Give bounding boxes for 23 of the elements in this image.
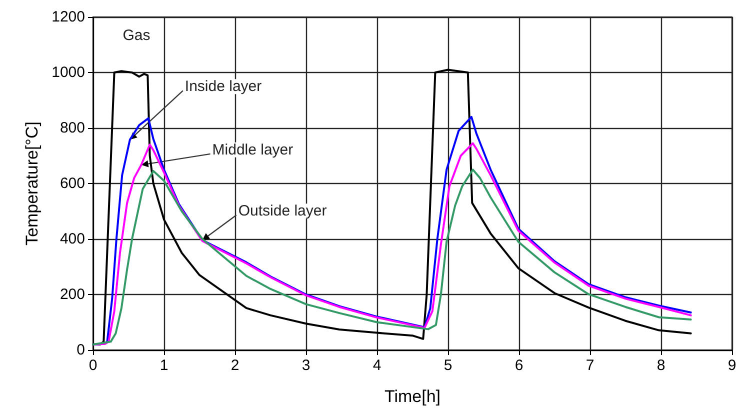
- x-tick-label: 0: [88, 357, 98, 374]
- x-tick-label: 5: [444, 357, 452, 374]
- y-axis-title: Temperature[°C]: [22, 122, 42, 246]
- x-tick-label: 2: [230, 357, 240, 374]
- x-tick-label: 6: [514, 357, 524, 374]
- y-tick-label: 200: [60, 286, 85, 303]
- annotation: Inside layer: [184, 78, 262, 96]
- y-tick-label: 600: [60, 175, 85, 192]
- x-tick-label: 1: [160, 357, 168, 374]
- y-tick-label: 1200: [52, 8, 85, 26]
- annotation: Middle layer: [212, 141, 294, 158]
- y-tick-label: 0: [76, 342, 85, 358]
- x-tick-label: 7: [586, 357, 594, 374]
- x-axis-title: Time[h]: [384, 387, 441, 406]
- x-tick-label: 4: [372, 357, 382, 374]
- y-tick-label: 800: [60, 120, 85, 136]
- y-tick-label: 400: [60, 230, 85, 248]
- x-tick-label: 9: [728, 357, 736, 374]
- annotation: Gas: [122, 27, 150, 44]
- x-tick-label: 8: [656, 357, 666, 374]
- annotation: Outside layer: [238, 202, 327, 220]
- x-tick-label: 3: [302, 357, 310, 374]
- y-tick-label: 1000: [52, 64, 85, 81]
